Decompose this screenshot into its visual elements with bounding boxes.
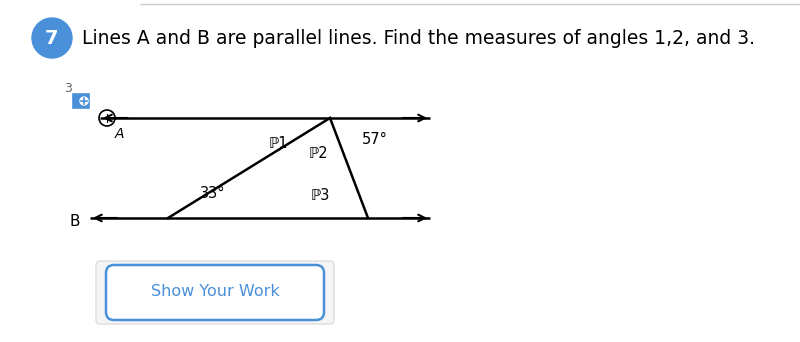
FancyBboxPatch shape [96, 261, 334, 324]
Text: 57°: 57° [362, 132, 388, 147]
FancyBboxPatch shape [73, 94, 89, 108]
FancyBboxPatch shape [106, 265, 324, 320]
Text: ℙ3: ℙ3 [310, 188, 330, 203]
Text: ℙ1: ℙ1 [268, 136, 288, 151]
Circle shape [32, 18, 72, 58]
Text: 33°: 33° [200, 186, 226, 201]
Text: B: B [70, 213, 80, 228]
Text: 7: 7 [46, 28, 58, 48]
Text: Lines A and B are parallel lines. Find the measures of angles 1,2, and 3.: Lines A and B are parallel lines. Find t… [82, 28, 755, 48]
Text: A: A [115, 127, 125, 141]
Text: Show Your Work: Show Your Work [150, 285, 279, 300]
Text: 3: 3 [64, 81, 72, 94]
Text: ℙ2: ℙ2 [308, 146, 328, 161]
Circle shape [80, 97, 88, 105]
